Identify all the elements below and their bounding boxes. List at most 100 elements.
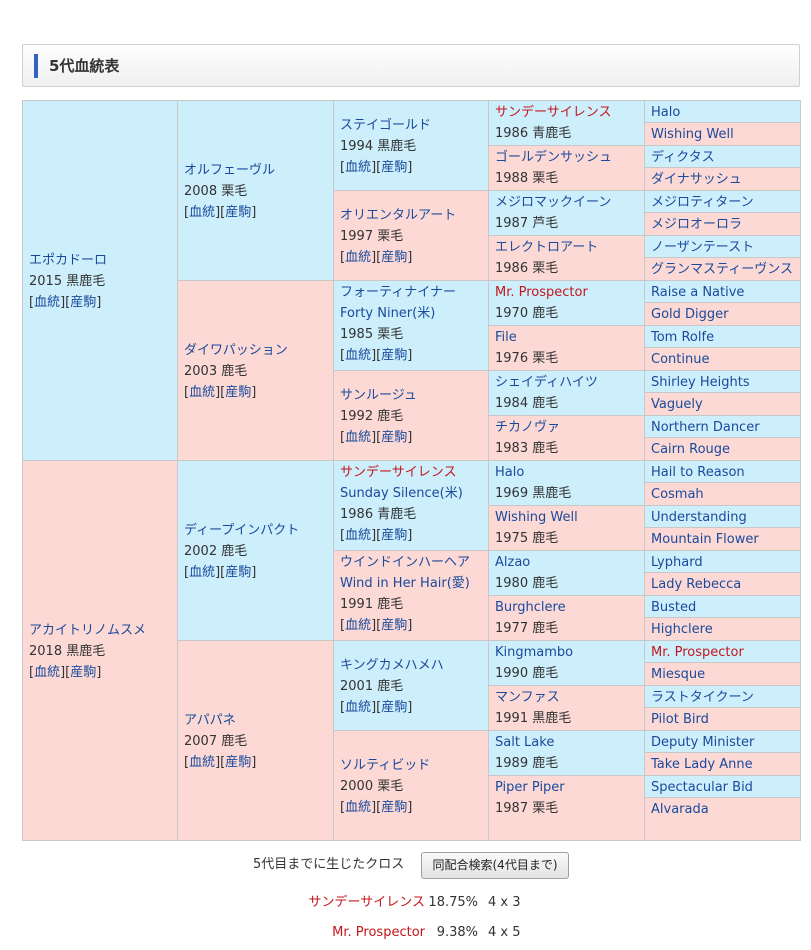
horse-name-link[interactable]: Miesque bbox=[651, 667, 706, 682]
horse-name-link[interactable]: ノーザンテースト bbox=[651, 240, 755, 255]
horse-name-link[interactable]: Vaguely bbox=[651, 397, 703, 412]
horse-name-link[interactable]: ダイワパッション bbox=[184, 343, 288, 358]
bloodline-link[interactable]: 血統 bbox=[345, 800, 372, 815]
horse-name-link[interactable]: Salt Lake bbox=[495, 735, 555, 750]
horse-name-link[interactable]: Gold Digger bbox=[651, 307, 729, 322]
horse-name-link[interactable]: ダイナサッシュ bbox=[651, 172, 742, 187]
horse-name-link[interactable]: Halo bbox=[651, 105, 681, 120]
offspring-link[interactable]: 産駒 bbox=[225, 755, 252, 770]
horse-name-link[interactable]: ステイゴールド bbox=[340, 118, 432, 133]
horse-name-link[interactable]: Mr. Prospector bbox=[495, 285, 588, 300]
horse-name-link[interactable]: ラストタイクーン bbox=[651, 690, 754, 705]
horse-name-link[interactable]: Busted bbox=[651, 600, 697, 615]
horse-name-link[interactable]: Wishing Well bbox=[495, 510, 578, 525]
bloodline-link[interactable]: 血統 bbox=[189, 755, 216, 770]
bracket-open: [ bbox=[184, 385, 190, 400]
horse-name-link[interactable]: Mountain Flower bbox=[651, 532, 759, 547]
horse-name-link[interactable]: Pilot Bird bbox=[651, 712, 709, 727]
offspring-link[interactable]: 産駒 bbox=[381, 430, 408, 445]
horse-name-link[interactable]: サンデーサイレンス bbox=[340, 465, 457, 480]
offspring-link[interactable]: 産駒 bbox=[225, 205, 252, 220]
horse-name-link[interactable]: Raise a Native bbox=[651, 285, 745, 300]
horse-name-link[interactable]: マンファス bbox=[495, 690, 560, 705]
bloodline-link[interactable]: 血統 bbox=[345, 250, 372, 265]
bloodline-link[interactable]: 血統 bbox=[189, 205, 216, 220]
bloodline-link[interactable]: 血統 bbox=[34, 665, 61, 680]
horse-name-link[interactable]: Shirley Heights bbox=[651, 375, 750, 390]
offspring-link[interactable]: 産駒 bbox=[70, 295, 97, 310]
horse-name-link[interactable]: Lady Rebecca bbox=[651, 577, 742, 592]
offspring-link[interactable]: 産駒 bbox=[381, 528, 408, 543]
horse-name-link[interactable]: チカノヴァ bbox=[495, 420, 561, 435]
horse-name-link[interactable]: アカイトリノムスメ bbox=[29, 623, 147, 638]
horse-birth-color: 2002 鹿毛 bbox=[184, 544, 248, 559]
offspring-link[interactable]: 産駒 bbox=[70, 665, 97, 680]
bracket-close: ] bbox=[371, 528, 377, 543]
offspring-link[interactable]: 産駒 bbox=[381, 250, 408, 265]
horse-name-link[interactable]: Kingmambo bbox=[495, 645, 574, 660]
horse-name-link[interactable]: シェイディハイツ bbox=[495, 375, 598, 390]
horse-name-link[interactable]: メジロマックイーン bbox=[495, 195, 612, 210]
bloodline-link[interactable]: 血統 bbox=[34, 295, 61, 310]
horse-name-link[interactable]: エレクトロアート bbox=[495, 240, 599, 255]
horse-name-link[interactable]: Cosmah bbox=[651, 487, 704, 502]
horse-name-link[interactable]: Tom Rolfe bbox=[651, 330, 715, 345]
horse-name-link[interactable]: Alzao bbox=[495, 555, 531, 570]
horse-name-link[interactable]: ゴールデンサッシュ bbox=[495, 150, 613, 165]
horse-name-link[interactable]: File bbox=[495, 330, 517, 345]
bloodline-link[interactable]: 血統 bbox=[345, 700, 372, 715]
horse-name-link[interactable]: Cairn Rouge bbox=[651, 442, 731, 457]
horse-name-link[interactable]: Highclere bbox=[651, 622, 713, 637]
horse-name-link[interactable]: オリエンタルアート bbox=[340, 208, 457, 223]
bloodline-link[interactable]: 血統 bbox=[345, 430, 372, 445]
bloodline-link[interactable]: 血統 bbox=[189, 565, 216, 580]
bloodline-link[interactable]: 血統 bbox=[345, 348, 372, 363]
horse-name-link[interactable]: エポカドーロ bbox=[29, 253, 108, 268]
horse-name-link[interactable]: ソルティビッド bbox=[340, 758, 431, 773]
bloodline-link[interactable]: 血統 bbox=[345, 528, 372, 543]
horse-name-link[interactable]: Wishing Well bbox=[651, 127, 734, 142]
horse-name-link[interactable]: オルフェーヴル bbox=[184, 163, 276, 178]
offspring-link[interactable]: 産駒 bbox=[381, 348, 408, 363]
horse-name-link[interactable]: Piper Piper bbox=[495, 780, 565, 795]
horse-name-link[interactable]: Understanding bbox=[651, 510, 747, 525]
offspring-link[interactable]: 産駒 bbox=[381, 160, 408, 175]
horse-name-link[interactable]: フォーティナイナー bbox=[340, 285, 456, 300]
horse-name-link[interactable]: グランマスティーヴンス bbox=[651, 262, 793, 277]
horse-name-link[interactable]: サンルージュ bbox=[340, 388, 417, 403]
bloodline-link[interactable]: 血統 bbox=[189, 385, 216, 400]
offspring-link[interactable]: 産駒 bbox=[381, 700, 408, 715]
bloodline-link[interactable]: 血統 bbox=[345, 160, 372, 175]
horse-name-link[interactable]: Halo bbox=[495, 465, 525, 480]
offspring-link[interactable]: 産駒 bbox=[225, 385, 252, 400]
horse-birth-color: 1986 青鹿毛 bbox=[340, 507, 417, 522]
horse-name-link[interactable]: Take Lady Anne bbox=[651, 757, 753, 772]
horse-name-link[interactable]: Burghclere bbox=[495, 600, 566, 615]
offspring-link[interactable]: 産駒 bbox=[381, 800, 408, 815]
horse-name-link[interactable]: Continue bbox=[651, 352, 710, 367]
horse-name-link[interactable]: ウインドインハーヘア bbox=[340, 555, 471, 570]
horse-name-link[interactable]: Lyphard bbox=[651, 555, 703, 570]
cross-horse-link[interactable]: Mr. Prospector bbox=[332, 925, 425, 940]
bloodline-link[interactable]: 血統 bbox=[345, 618, 372, 633]
offspring-link[interactable]: 産駒 bbox=[225, 565, 252, 580]
horse-name-link[interactable]: Alvarada bbox=[651, 802, 709, 817]
horse-name-link[interactable]: Deputy Minister bbox=[651, 735, 755, 750]
horse-name-link[interactable]: ディープインパクト bbox=[184, 523, 300, 538]
horse-name-link[interactable]: メジロオーロラ bbox=[651, 217, 743, 232]
horse-name-link[interactable]: Mr. Prospector bbox=[651, 645, 744, 660]
horse-foreign-name[interactable]: Wind in Her Hair(愛) bbox=[340, 576, 470, 591]
horse-name-link[interactable]: メジロティターン bbox=[651, 195, 754, 210]
horse-name-link[interactable]: Hail to Reason bbox=[651, 465, 745, 480]
offspring-link[interactable]: 産駒 bbox=[381, 618, 408, 633]
same-breeding-search-button[interactable]: 同配合検索(4代目まで) bbox=[421, 852, 569, 879]
horse-name-link[interactable]: サンデーサイレンス bbox=[495, 105, 612, 120]
horse-name-link[interactable]: アパパネ bbox=[184, 713, 236, 728]
cross-horse-link[interactable]: サンデーサイレンス bbox=[308, 895, 425, 910]
horse-name-link[interactable]: ディクタス bbox=[651, 150, 715, 165]
horse-name-link[interactable]: Northern Dancer bbox=[651, 420, 760, 435]
horse-foreign-name[interactable]: Sunday Silence(米) bbox=[340, 486, 463, 501]
horse-name-link[interactable]: キングカメハメハ bbox=[340, 658, 444, 673]
horse-name-link[interactable]: Spectacular Bid bbox=[651, 780, 753, 795]
horse-foreign-name[interactable]: Forty Niner(米) bbox=[340, 306, 436, 321]
